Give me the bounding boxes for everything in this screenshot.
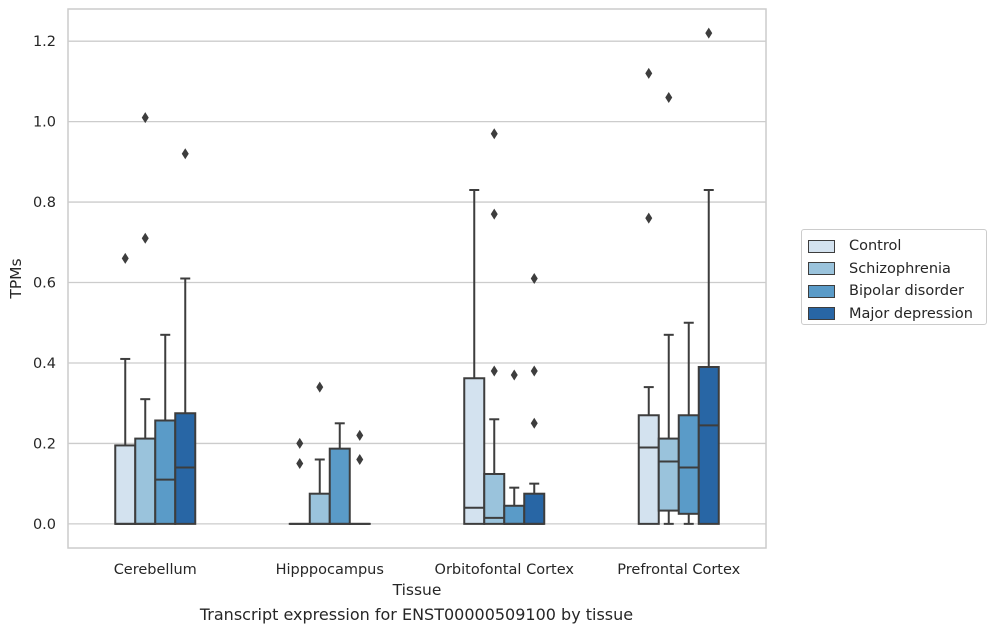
outlier-marker — [530, 273, 538, 284]
chart-legend: Control Schizophrenia Bipolar disorder M… — [801, 229, 987, 325]
outlier-marker — [356, 429, 364, 441]
box — [483, 472, 506, 525]
legend-item-control: Control — [808, 235, 980, 258]
x-axis-label: Tissue — [392, 581, 442, 599]
y-axis-label: TPMs — [7, 258, 25, 299]
legend-swatch-major-depression — [808, 307, 835, 321]
box — [463, 377, 486, 525]
box — [174, 412, 197, 525]
box — [114, 444, 137, 525]
legend-label-major-depression: Major depression — [849, 305, 973, 322]
outlier-marker — [490, 365, 498, 377]
outlier-marker — [645, 67, 653, 79]
legend-swatch-schizophrenia — [808, 262, 835, 276]
outlier-marker — [356, 454, 364, 466]
legend-swatch-control — [808, 239, 835, 253]
y-tick-label: 0.8 — [33, 195, 56, 211]
legend-label-schizophrenia: Schizophrenia — [849, 260, 951, 277]
legend-swatch-bipolar-disorder — [808, 284, 835, 298]
x-tick-label: Hipppocampus — [276, 562, 384, 578]
outlier-marker — [490, 208, 498, 220]
box — [134, 437, 157, 525]
legend-label-bipolar-disorder: Bipolar disorder — [849, 283, 964, 300]
box — [503, 504, 526, 525]
box — [308, 492, 331, 525]
y-tick-label: 0.6 — [33, 276, 56, 292]
y-tick-label: 0.0 — [33, 517, 56, 533]
box — [677, 414, 700, 515]
outlier-marker — [141, 232, 149, 244]
x-tick-label: Orbitofontal Cortex — [435, 562, 575, 578]
box — [154, 419, 177, 525]
box — [657, 437, 680, 512]
legend-item-major-depression: Major depression — [808, 303, 980, 326]
outlier-marker — [705, 27, 713, 39]
box — [697, 365, 720, 525]
y-tick-label: 1.0 — [33, 115, 56, 131]
outlier-marker — [530, 365, 538, 377]
box — [637, 414, 660, 525]
outlier-marker — [645, 212, 653, 224]
outlier-marker — [296, 437, 304, 449]
y-tick-label: 1.2 — [33, 34, 56, 50]
plot-frame — [67, 8, 767, 549]
legend-item-schizophrenia: Schizophrenia — [808, 258, 980, 281]
y-tick-label: 0.2 — [33, 436, 56, 452]
outlier-marker — [316, 381, 324, 393]
y-tick-label: 0.4 — [33, 356, 56, 372]
legend-label-control: Control — [849, 238, 902, 255]
outlier-marker — [121, 252, 129, 264]
legend-item-bipolar-disorder: Bipolar disorder — [808, 280, 980, 303]
outlier-marker — [141, 112, 149, 124]
x-tick-label: Prefrontal Cortex — [617, 562, 740, 578]
outlier-marker — [181, 148, 189, 160]
outlier-marker — [530, 417, 538, 429]
outlier-marker — [296, 458, 304, 470]
outlier-marker — [665, 91, 673, 103]
x-tick-label: Cerebellum — [114, 562, 197, 578]
box — [523, 492, 546, 525]
box — [328, 447, 351, 525]
chart-caption: Transcript expression for ENST0000050910… — [199, 605, 634, 624]
outlier-marker — [510, 369, 518, 381]
outlier-marker — [490, 128, 498, 140]
